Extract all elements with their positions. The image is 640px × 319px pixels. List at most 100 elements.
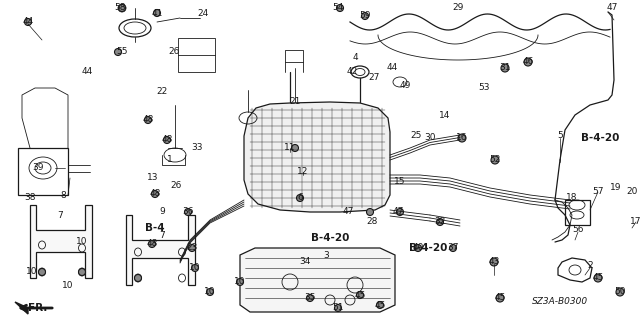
- Text: 27: 27: [368, 73, 380, 83]
- Circle shape: [79, 269, 86, 276]
- Text: 52: 52: [490, 155, 500, 165]
- Circle shape: [376, 301, 383, 308]
- Circle shape: [38, 269, 45, 276]
- Text: 17: 17: [630, 218, 640, 226]
- Text: 47: 47: [342, 207, 354, 217]
- Circle shape: [191, 264, 198, 271]
- Text: 41: 41: [151, 9, 163, 18]
- Text: 10: 10: [189, 263, 201, 272]
- Text: 58: 58: [115, 4, 125, 12]
- Circle shape: [291, 145, 298, 152]
- Text: 24: 24: [197, 9, 209, 18]
- Text: 28: 28: [366, 218, 378, 226]
- Text: 47: 47: [392, 207, 404, 217]
- Circle shape: [449, 244, 456, 251]
- Text: 45: 45: [592, 273, 604, 283]
- Text: 2: 2: [587, 261, 593, 270]
- Circle shape: [115, 48, 122, 56]
- Text: 42: 42: [346, 68, 358, 77]
- Text: 50: 50: [614, 287, 626, 296]
- Circle shape: [184, 209, 191, 216]
- Text: 55: 55: [116, 48, 128, 56]
- Circle shape: [490, 258, 498, 266]
- Text: 46: 46: [522, 57, 534, 66]
- Circle shape: [496, 294, 504, 302]
- Text: 45: 45: [494, 293, 506, 302]
- Polygon shape: [240, 248, 395, 312]
- Circle shape: [362, 12, 369, 19]
- Circle shape: [237, 278, 243, 286]
- Text: 56: 56: [572, 226, 584, 234]
- Text: 22: 22: [156, 87, 168, 97]
- Circle shape: [335, 305, 342, 311]
- Text: FR.: FR.: [28, 303, 48, 313]
- Text: 10: 10: [234, 278, 246, 286]
- Text: 38: 38: [24, 194, 36, 203]
- Text: B-4-20: B-4-20: [409, 243, 447, 253]
- Circle shape: [458, 134, 466, 142]
- Text: 29: 29: [452, 4, 464, 12]
- Circle shape: [152, 190, 159, 197]
- Text: 15: 15: [394, 177, 406, 187]
- Text: 20: 20: [627, 188, 637, 197]
- Text: 10: 10: [26, 268, 38, 277]
- Text: B-4: B-4: [145, 223, 165, 233]
- Text: 44: 44: [81, 68, 93, 77]
- Text: 7: 7: [57, 211, 63, 219]
- Circle shape: [148, 241, 156, 248]
- Text: 37: 37: [447, 243, 459, 253]
- Text: 8: 8: [60, 190, 66, 199]
- Text: 6: 6: [297, 194, 303, 203]
- Text: 19: 19: [611, 183, 621, 192]
- Text: 39: 39: [32, 164, 44, 173]
- Text: 11: 11: [284, 144, 296, 152]
- Circle shape: [154, 10, 161, 17]
- Text: 45: 45: [374, 300, 386, 309]
- Text: 49: 49: [399, 80, 411, 90]
- Circle shape: [24, 19, 31, 26]
- Text: 13: 13: [147, 174, 159, 182]
- Circle shape: [134, 275, 141, 281]
- Text: 26: 26: [168, 48, 180, 56]
- Circle shape: [337, 4, 344, 11]
- Text: 51: 51: [332, 303, 344, 313]
- Text: 43: 43: [488, 257, 500, 266]
- Circle shape: [118, 4, 125, 11]
- Polygon shape: [244, 102, 390, 212]
- Circle shape: [524, 58, 532, 66]
- Text: 30: 30: [424, 133, 436, 143]
- Text: 1: 1: [167, 155, 173, 165]
- Text: 14: 14: [439, 110, 451, 120]
- Circle shape: [501, 64, 509, 72]
- Circle shape: [491, 156, 499, 164]
- Text: 48: 48: [149, 189, 161, 198]
- Text: 45: 45: [355, 291, 365, 300]
- Text: 33: 33: [191, 144, 203, 152]
- Text: 32: 32: [435, 218, 445, 226]
- Text: 5: 5: [557, 130, 563, 139]
- Text: B-4-20: B-4-20: [311, 233, 349, 243]
- Text: 25: 25: [410, 130, 422, 139]
- Text: 48: 48: [147, 240, 157, 249]
- Text: 53: 53: [478, 84, 490, 93]
- Circle shape: [436, 219, 444, 226]
- Text: 57: 57: [592, 188, 604, 197]
- Text: 26: 26: [170, 181, 182, 189]
- Text: 12: 12: [298, 167, 308, 176]
- Text: B-4-20: B-4-20: [581, 133, 619, 143]
- Text: 9: 9: [159, 207, 165, 217]
- Polygon shape: [15, 302, 28, 314]
- Text: 44: 44: [387, 63, 397, 72]
- Text: 10: 10: [62, 280, 74, 290]
- Circle shape: [594, 274, 602, 282]
- Text: 35: 35: [304, 293, 316, 302]
- Text: 59: 59: [359, 11, 371, 20]
- Text: 18: 18: [566, 194, 578, 203]
- Text: 44: 44: [22, 18, 34, 26]
- Circle shape: [415, 244, 422, 251]
- Text: 47: 47: [606, 4, 618, 12]
- Text: 31: 31: [499, 63, 511, 72]
- Text: SZ3A-B0300: SZ3A-B0300: [532, 298, 588, 307]
- Text: 36: 36: [182, 207, 194, 217]
- Polygon shape: [30, 205, 92, 278]
